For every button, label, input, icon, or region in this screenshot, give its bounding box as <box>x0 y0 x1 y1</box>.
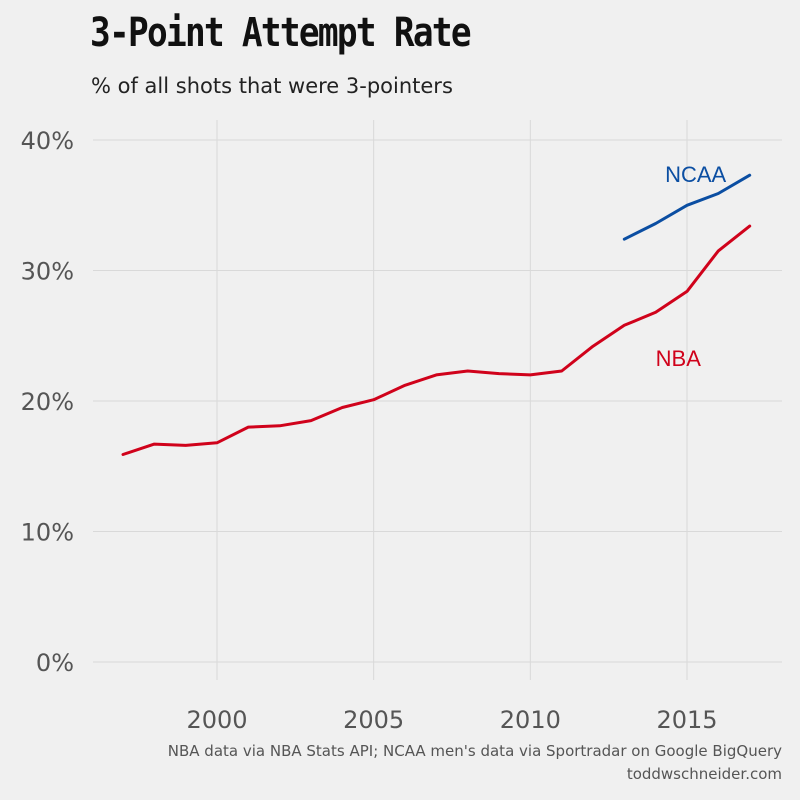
series-line-ncaa <box>622 173 752 241</box>
series-label-ncaa: NCAA <box>665 162 726 187</box>
y-tick-label: 40% <box>21 127 74 155</box>
tick-labels: 0% 10% 20% 30% 40% 2000 2005 2010 2015 <box>21 127 718 734</box>
grid <box>93 120 782 680</box>
y-tick-label: 0% <box>36 649 74 677</box>
x-tick-label: 2010 <box>500 706 561 734</box>
source-caption: NBA data via NBA Stats API; NCAA men's d… <box>167 742 782 760</box>
x-tick-label: 2005 <box>343 706 404 734</box>
x-tick-label: 2015 <box>656 706 717 734</box>
y-tick-label: 10% <box>21 519 74 547</box>
series-lines <box>121 173 752 456</box>
y-tick-label: 30% <box>21 258 74 286</box>
y-tick-label: 20% <box>21 388 74 416</box>
series-label-nba: NBA <box>656 346 702 371</box>
author-caption: toddwschneider.com <box>626 765 782 783</box>
series-labels: NCAA NBA <box>656 162 727 371</box>
series-line-nba <box>121 224 752 456</box>
x-tick-label: 2000 <box>186 706 247 734</box>
chart-subtitle: % of all shots that were 3-pointers <box>91 74 453 98</box>
chart-title: 3-Point Attempt Rate <box>90 10 472 56</box>
